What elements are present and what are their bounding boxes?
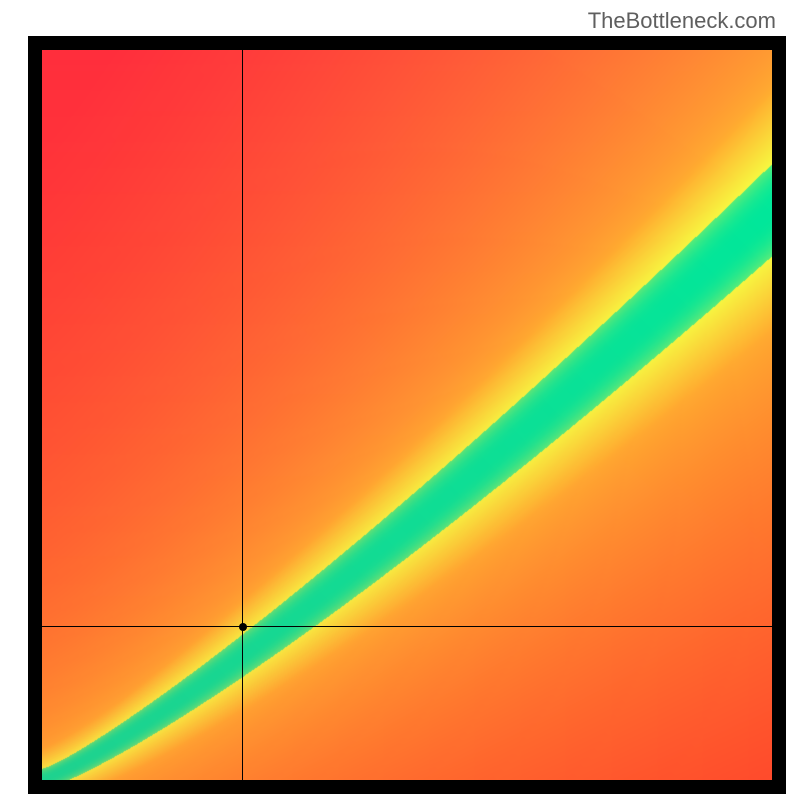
crosshair-vertical bbox=[242, 50, 243, 780]
crosshair-horizontal bbox=[42, 626, 772, 627]
watermark-text: TheBottleneck.com bbox=[588, 8, 776, 34]
heatmap-canvas bbox=[42, 50, 772, 780]
crosshair-marker bbox=[239, 623, 247, 631]
chart-container: { "watermark": "TheBottleneck.com", "can… bbox=[0, 0, 800, 800]
